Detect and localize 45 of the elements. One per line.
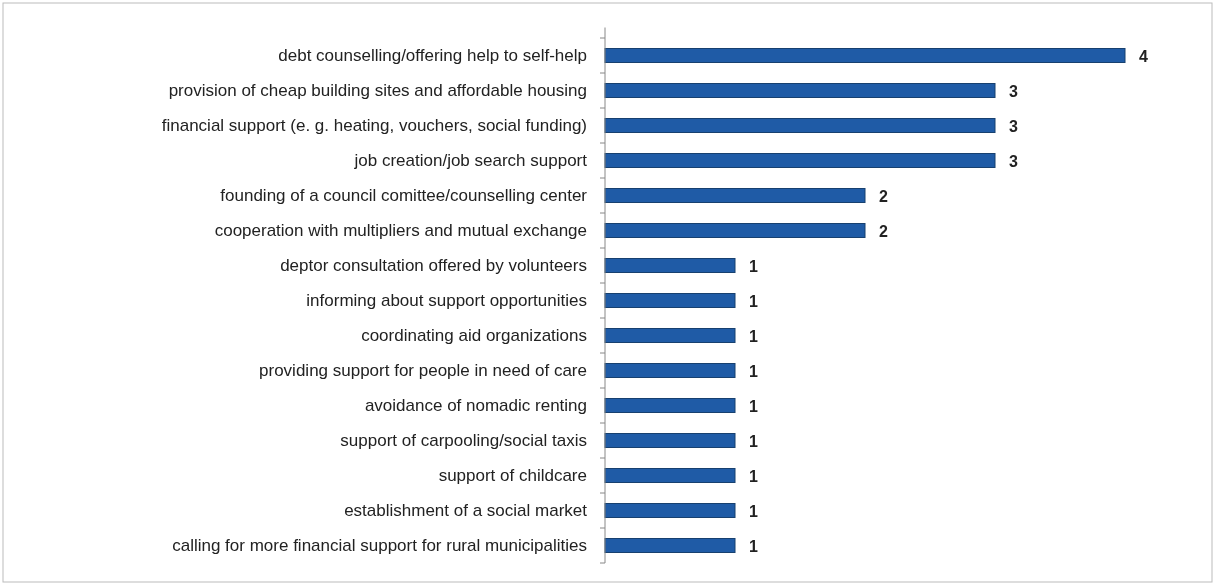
bar	[604, 258, 736, 273]
bar	[604, 118, 996, 133]
data-label: 4	[1139, 47, 1148, 65]
y-tick-label: financial support (e. g. heating, vouchers, social funding)	[161, 116, 587, 136]
bar	[604, 223, 866, 238]
data-label: 1	[749, 257, 758, 275]
data-label: 2	[879, 187, 888, 205]
y-tick-label: coordinating aid organizations	[361, 326, 587, 346]
bar	[604, 398, 736, 413]
bar	[604, 328, 736, 343]
bar	[604, 83, 996, 98]
data-label: 1	[749, 432, 758, 450]
bar	[604, 468, 736, 483]
bar	[604, 188, 866, 203]
data-label: 1	[749, 502, 758, 520]
data-label: 1	[749, 397, 758, 415]
y-tick-label: deptor consultation offered by volunteers	[280, 256, 587, 276]
data-label: 1	[749, 537, 758, 555]
bar	[604, 433, 736, 448]
bar	[604, 538, 736, 553]
y-tick-label: debt counselling/offering help to self-help	[278, 46, 587, 66]
data-label: 1	[749, 467, 758, 485]
y-tick-label: informing about support opportunities	[306, 291, 587, 311]
y-tick-label: providing support for people in need of care	[259, 361, 587, 381]
data-label: 1	[749, 362, 758, 380]
y-tick-label: avoidance of nomadic renting	[364, 396, 587, 416]
data-label: 1	[749, 327, 758, 345]
data-label: 1	[749, 292, 758, 310]
data-label: 2	[879, 222, 888, 240]
bar	[604, 503, 736, 518]
y-tick-label: provision of cheap building sites and affordable housing	[168, 81, 587, 101]
y-tick-label: establishment of a social market	[344, 501, 588, 521]
y-tick-label: cooperation with multipliers and mutual exchange	[214, 221, 587, 241]
y-tick-label: job creation/job search support	[353, 151, 588, 171]
bar	[604, 363, 736, 378]
data-label: 3	[1009, 117, 1018, 135]
y-tick-label: founding of a council comittee/counselling center	[220, 186, 588, 206]
bar	[604, 48, 1126, 63]
data-label: 3	[1009, 152, 1018, 170]
y-tick-label: support of childcare	[438, 466, 587, 486]
data-label: 3	[1009, 82, 1018, 100]
y-tick-label: support of carpooling/social taxis	[340, 431, 587, 451]
bar	[604, 153, 996, 168]
y-tick-label: calling for more financial support for rural municipalities	[172, 536, 587, 556]
bar	[604, 293, 736, 308]
